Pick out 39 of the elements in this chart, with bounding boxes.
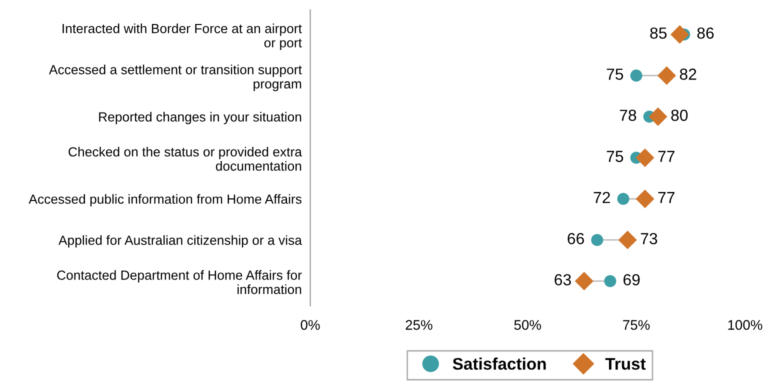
legend-label: Satisfaction [452, 358, 546, 370]
data-label: 77 [658, 150, 674, 162]
data-label: 66 [568, 232, 584, 244]
data-label: 86 [697, 27, 714, 39]
y-tick-label: Checked on the status or provided extra documentation [68, 146, 302, 171]
point [630, 70, 642, 82]
point [636, 190, 654, 208]
data-label: 73 [640, 232, 658, 244]
x-tick-label: 25% [406, 320, 432, 330]
data-label: 72 [594, 192, 610, 204]
y-tick-label: Accessed a settlement or transition support program [48, 64, 302, 92]
data-label: 75 [606, 150, 624, 162]
point [648, 107, 668, 126]
x-tick-label: 50% [514, 320, 542, 330]
point [618, 230, 637, 250]
y-tick-label: Interacted with Border Force at an airport or port [62, 24, 302, 50]
data-label: 78 [620, 110, 636, 121]
data-label: 75 [606, 68, 624, 80]
x-tick-label: 0% [300, 320, 320, 330]
point [574, 272, 594, 290]
x-tick-label: 100% [728, 320, 762, 330]
data-label: 80 [671, 110, 688, 121]
y-tick-label: Applied for Australian citizenship or a visa [58, 235, 302, 248]
data-label: 77 [658, 192, 674, 204]
point [657, 66, 676, 85]
data-label: 85 [650, 27, 667, 39]
legend-label: Trust [605, 358, 646, 370]
data-label: 69 [624, 274, 640, 286]
point [636, 148, 654, 168]
data-label: 82 [680, 68, 696, 80]
point [617, 192, 630, 205]
y-tick-label: Contacted Department of Home Affairs for information [57, 270, 302, 294]
point [604, 275, 616, 288]
point [670, 25, 690, 44]
y-tick-label: Reported changes in your situation [99, 112, 302, 124]
x-tick-label: 75% [623, 320, 650, 330]
point [591, 234, 604, 246]
data-label: 63 [554, 274, 571, 286]
y-tick-label: Accessed public information from Home Affairs [28, 194, 302, 206]
